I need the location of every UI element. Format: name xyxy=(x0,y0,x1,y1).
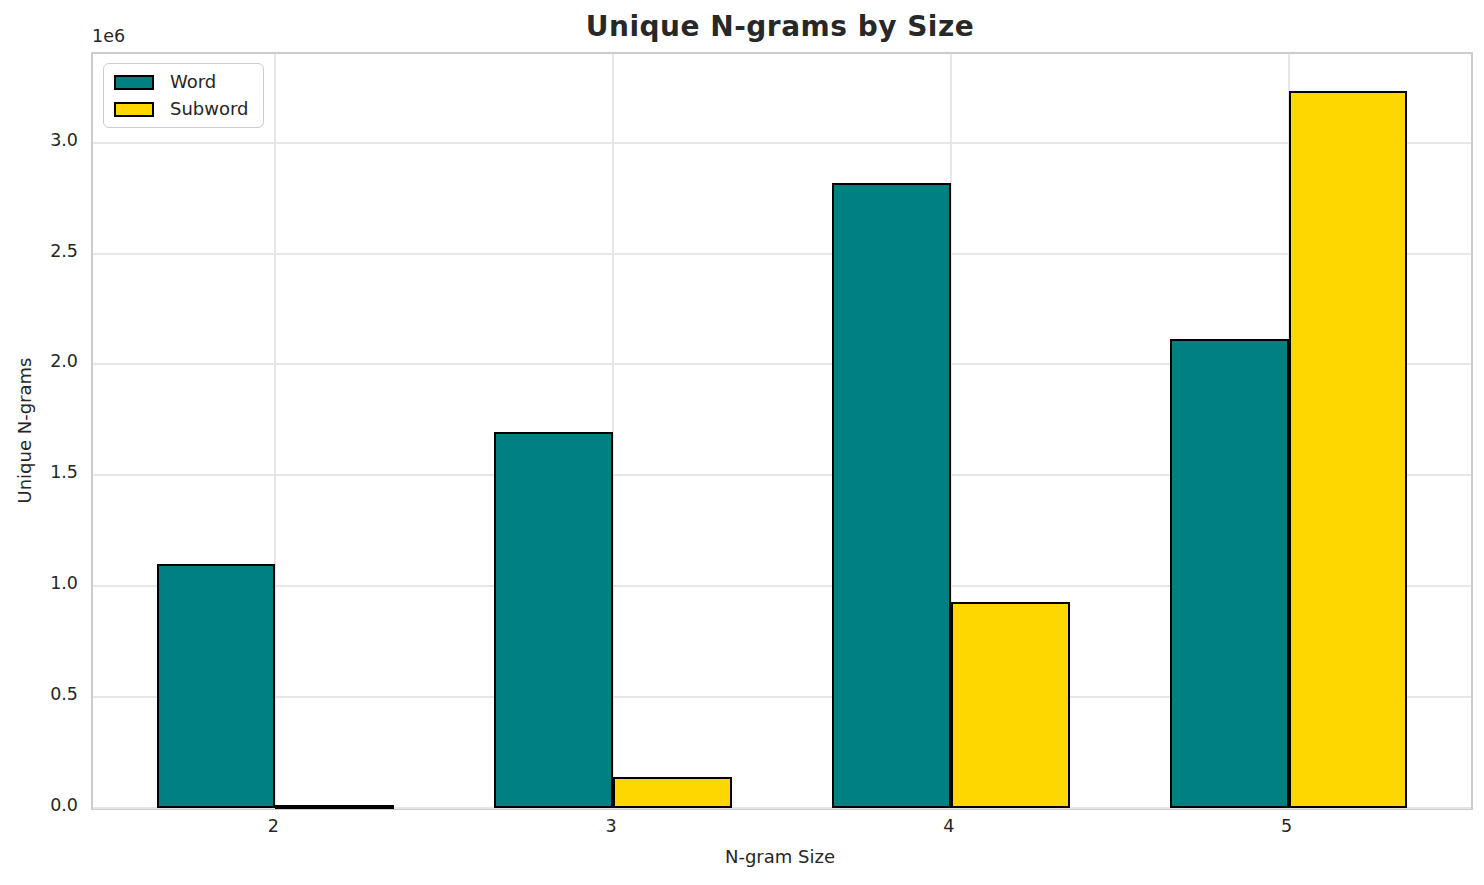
bar-word-3 xyxy=(494,432,613,808)
y-tick-label: 0.5 xyxy=(18,684,78,704)
bar-word-5 xyxy=(1170,339,1289,808)
gridline-horizontal xyxy=(93,142,1471,144)
x-tick-label: 2 xyxy=(233,816,313,836)
y-axis-label: Unique N-grams xyxy=(14,351,35,511)
legend-item-word: Word xyxy=(114,73,249,91)
y-tick-label: 1.0 xyxy=(18,573,78,593)
y-tick-label: 3.0 xyxy=(18,130,78,150)
y-tick-label: 1.5 xyxy=(18,462,78,482)
x-axis-label: N-gram Size xyxy=(91,846,1469,867)
gridline-horizontal xyxy=(93,253,1471,255)
x-tick-label: 5 xyxy=(1247,816,1327,836)
bar-subword-3 xyxy=(613,777,732,808)
plot-area: Word Subword xyxy=(91,52,1473,810)
y-tick-label: 2.0 xyxy=(18,351,78,371)
legend-swatch-subword xyxy=(114,102,154,117)
y-axis-offset-label: 1e6 xyxy=(92,26,125,46)
y-tick-label: 0.0 xyxy=(18,795,78,815)
bar-subword-4 xyxy=(951,602,1070,808)
bar-subword-2 xyxy=(275,805,394,809)
x-tick-label: 3 xyxy=(571,816,651,836)
bar-word-2 xyxy=(157,564,276,808)
legend-swatch-word xyxy=(114,75,154,90)
chart-title: Unique N-grams by Size xyxy=(91,10,1469,43)
legend-label-word: Word xyxy=(170,73,216,91)
figure: Unique N-grams by Size 1e6 Unique N-gram… xyxy=(0,0,1484,885)
legend-label-subword: Subword xyxy=(170,100,249,118)
legend-item-subword: Subword xyxy=(114,100,249,118)
legend: Word Subword xyxy=(103,63,264,128)
bar-subword-5 xyxy=(1289,91,1408,808)
y-tick-label: 2.5 xyxy=(18,241,78,261)
bar-word-4 xyxy=(832,183,951,808)
x-tick-label: 4 xyxy=(909,816,989,836)
